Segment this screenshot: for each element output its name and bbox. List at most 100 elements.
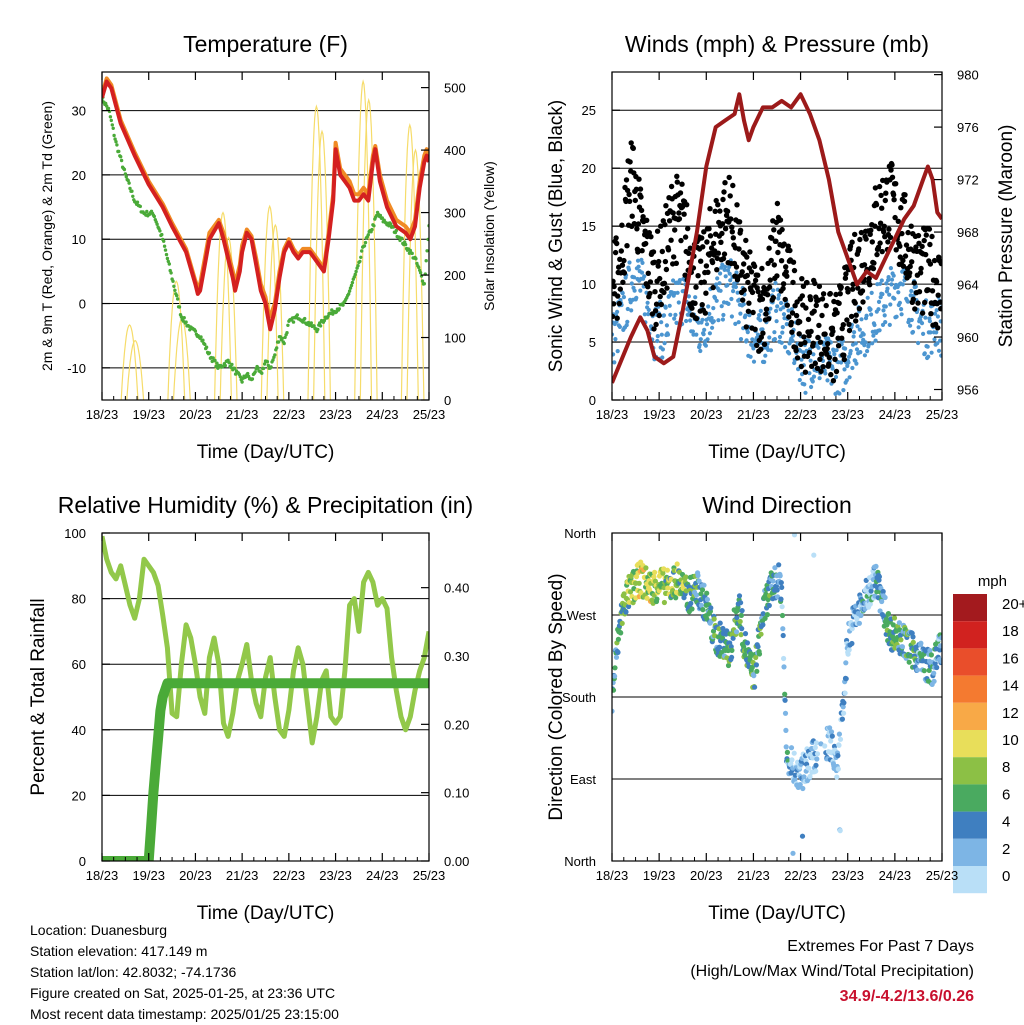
wind-point xyxy=(774,308,779,313)
direction-point xyxy=(868,588,874,594)
gust-point xyxy=(774,200,781,207)
dewpoint-point xyxy=(117,149,121,154)
plot-frame xyxy=(101,71,430,401)
wind-point xyxy=(857,327,862,332)
wind-point xyxy=(854,361,859,366)
direction-point xyxy=(766,602,772,609)
wind-point xyxy=(750,337,755,342)
legend-label: 2 xyxy=(1002,841,1010,858)
gust-point xyxy=(612,249,619,256)
gust-point xyxy=(642,228,648,234)
wind-point xyxy=(634,295,639,300)
gust-point xyxy=(863,236,869,242)
dewpoint-point xyxy=(155,222,159,226)
wind-point xyxy=(892,296,897,301)
insolation-line xyxy=(120,324,139,400)
y2-tick-label: 980 xyxy=(957,68,979,83)
wind-point xyxy=(935,341,940,346)
wind-point xyxy=(772,330,777,335)
wind-point xyxy=(698,348,703,354)
x-axis-label: Time (Day/UTC) xyxy=(197,903,335,924)
direction-point xyxy=(849,640,855,647)
wind-point xyxy=(871,333,876,338)
wind-point xyxy=(866,342,871,347)
y2-tick-label: 964 xyxy=(957,278,979,293)
gust-point xyxy=(752,326,758,332)
gust-point xyxy=(842,275,849,281)
plot-area xyxy=(612,533,942,856)
direction-point xyxy=(683,588,689,594)
wind-point xyxy=(834,348,839,353)
wind-point xyxy=(660,355,665,360)
wind-point xyxy=(801,350,806,355)
gust-point xyxy=(644,217,650,223)
gust-point xyxy=(657,293,663,300)
gust-point xyxy=(868,227,874,233)
wind-point xyxy=(852,330,857,335)
y2-tick-label: 968 xyxy=(957,225,979,240)
wind-point xyxy=(612,360,617,365)
wind-point xyxy=(809,384,814,390)
wind-point xyxy=(780,325,785,330)
wind-point xyxy=(910,329,916,335)
panel-wind_direction: Wind Direction mph 20+ 18 16 14 12 10 8 6 4 2 0 18/23… xyxy=(546,492,1024,924)
gust-point xyxy=(769,235,775,241)
chart-title: Temperature (F) xyxy=(183,31,348,57)
x-tick-label: 18/23 xyxy=(86,868,119,883)
gust-point xyxy=(764,292,771,298)
direction-point xyxy=(724,628,730,634)
x-axis-label: Time (Day/UTC) xyxy=(708,442,846,463)
dewpoint-point xyxy=(280,336,284,341)
direction-point xyxy=(813,740,820,746)
gust-point xyxy=(931,257,938,264)
gust-point xyxy=(682,272,688,278)
y-tick-label: 0 xyxy=(79,297,86,312)
gust-point xyxy=(917,270,924,276)
dewpoint-point xyxy=(424,259,428,263)
wind-point xyxy=(722,267,727,272)
direction-point xyxy=(788,745,795,751)
legend-swatch xyxy=(953,675,987,703)
wind-point xyxy=(872,322,877,328)
wind-point xyxy=(922,351,927,356)
wind-point xyxy=(760,327,765,332)
gust-point xyxy=(707,206,713,212)
dewpoint-point xyxy=(175,293,179,298)
gust-point xyxy=(701,279,707,285)
dewpoint-point xyxy=(166,259,170,264)
dewpoint-point xyxy=(111,126,115,130)
legend-swatch xyxy=(953,784,987,812)
wind-point xyxy=(928,330,933,335)
gust-point xyxy=(856,306,863,312)
gust-point xyxy=(771,262,777,268)
gust-point xyxy=(747,249,753,255)
direction-point xyxy=(939,635,942,641)
wind-point xyxy=(885,286,890,291)
wind-point xyxy=(784,322,789,327)
direction-point xyxy=(910,634,916,640)
gust-point xyxy=(743,237,749,244)
series-9m-t xyxy=(102,76,429,319)
direction-point xyxy=(837,736,844,742)
gust-point xyxy=(624,243,630,249)
wind-point xyxy=(896,290,901,295)
station-info: Location: Duanesburg Station elevation: … xyxy=(30,920,339,1025)
gust-point xyxy=(760,330,766,336)
dewpoint-point xyxy=(158,229,162,233)
gust-point xyxy=(796,331,802,337)
wind-point xyxy=(859,317,864,322)
gust-point xyxy=(818,368,824,374)
dewpoint-point xyxy=(182,316,186,320)
dewpoint-point xyxy=(276,340,281,344)
legend-swatch xyxy=(953,648,987,676)
direction-point xyxy=(612,665,618,671)
wind-point xyxy=(671,278,676,283)
direction-point xyxy=(858,612,864,619)
gust-point xyxy=(717,208,723,214)
dewpoint-point xyxy=(349,283,354,288)
wind-point xyxy=(905,299,911,304)
direction-point xyxy=(897,632,904,638)
gust-point xyxy=(780,285,786,292)
gust-point xyxy=(793,347,799,354)
wind-point xyxy=(714,282,719,287)
